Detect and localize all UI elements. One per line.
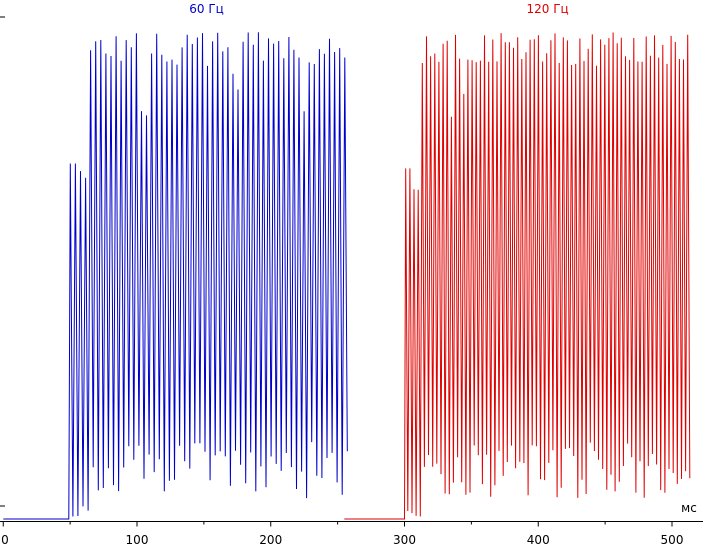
burst-60hz-waveform — [3, 32, 348, 520]
series-label-120hz: 120 Гц — [527, 2, 569, 16]
x-tick-label: 400 — [527, 533, 550, 547]
x-tick-label: 200 — [259, 533, 282, 547]
x-tick-label: 100 — [126, 533, 149, 547]
x-tick-label: 300 — [393, 533, 416, 547]
x-axis-tick-labels: 0 100 200 300 400 500 — [1, 533, 683, 547]
burst-120hz-waveform — [344, 32, 691, 520]
x-axis-unit-label: мс — [681, 501, 697, 515]
waveforms — [3, 32, 691, 520]
series-label-60hz: 60 Гц — [189, 2, 224, 16]
x-tick-label: 0 — [1, 533, 9, 547]
x-tick-label: 500 — [661, 533, 684, 547]
x-axis — [0, 16, 703, 522]
x-axis-ticks — [2, 521, 673, 527]
